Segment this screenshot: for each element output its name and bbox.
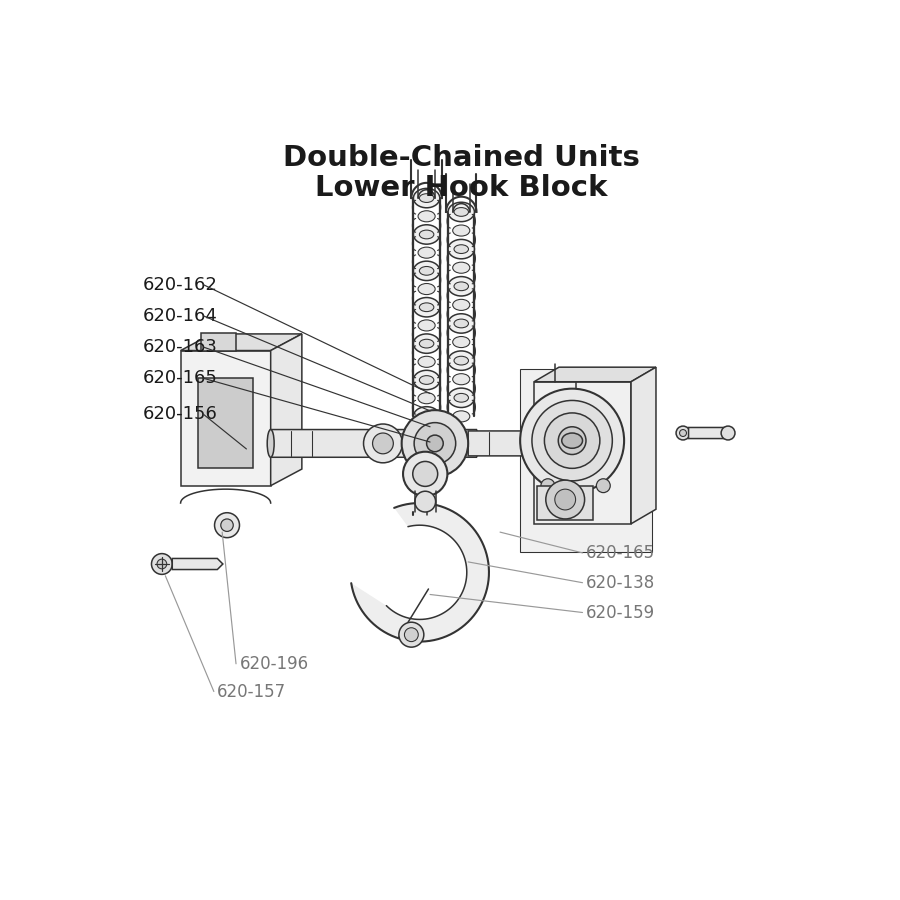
Ellipse shape bbox=[413, 225, 440, 244]
Text: 620-138: 620-138 bbox=[586, 573, 655, 591]
Polygon shape bbox=[468, 431, 543, 456]
Ellipse shape bbox=[453, 300, 470, 310]
Circle shape bbox=[544, 413, 599, 468]
Ellipse shape bbox=[536, 431, 542, 456]
Circle shape bbox=[597, 479, 610, 492]
Circle shape bbox=[403, 452, 447, 496]
Polygon shape bbox=[202, 333, 236, 351]
Circle shape bbox=[676, 426, 690, 440]
Circle shape bbox=[545, 480, 585, 519]
Ellipse shape bbox=[448, 388, 474, 408]
Ellipse shape bbox=[413, 298, 440, 317]
Ellipse shape bbox=[418, 211, 436, 221]
Polygon shape bbox=[181, 334, 302, 351]
Circle shape bbox=[532, 400, 612, 481]
Ellipse shape bbox=[418, 284, 436, 294]
Text: Double-Chained Units: Double-Chained Units bbox=[283, 144, 640, 172]
Polygon shape bbox=[271, 334, 302, 486]
Ellipse shape bbox=[413, 261, 440, 281]
Text: 620-157: 620-157 bbox=[217, 682, 286, 700]
Text: Lower Hook Block: Lower Hook Block bbox=[315, 174, 608, 202]
Circle shape bbox=[214, 513, 239, 537]
Circle shape bbox=[415, 491, 436, 512]
Text: 620-156: 620-156 bbox=[142, 405, 217, 423]
Text: 620-163: 620-163 bbox=[142, 338, 217, 356]
Ellipse shape bbox=[418, 248, 436, 258]
Ellipse shape bbox=[418, 320, 436, 331]
Circle shape bbox=[364, 424, 402, 463]
Polygon shape bbox=[534, 367, 656, 382]
Circle shape bbox=[554, 490, 576, 510]
Text: 620-164: 620-164 bbox=[142, 307, 217, 325]
Circle shape bbox=[520, 389, 624, 492]
Ellipse shape bbox=[418, 356, 436, 367]
Polygon shape bbox=[520, 369, 652, 552]
Ellipse shape bbox=[453, 225, 470, 236]
Bar bbox=[198, 378, 254, 468]
Circle shape bbox=[721, 426, 735, 440]
Circle shape bbox=[404, 628, 419, 642]
Ellipse shape bbox=[454, 320, 469, 328]
Ellipse shape bbox=[419, 375, 434, 384]
Circle shape bbox=[157, 559, 166, 569]
Ellipse shape bbox=[454, 245, 469, 254]
Polygon shape bbox=[172, 558, 223, 570]
Ellipse shape bbox=[448, 276, 474, 296]
Text: 620-165: 620-165 bbox=[586, 544, 655, 562]
Ellipse shape bbox=[453, 262, 470, 274]
Circle shape bbox=[413, 462, 437, 486]
Ellipse shape bbox=[448, 351, 474, 370]
Polygon shape bbox=[631, 367, 656, 524]
Ellipse shape bbox=[413, 334, 440, 354]
Circle shape bbox=[373, 433, 393, 454]
Circle shape bbox=[220, 519, 233, 531]
Ellipse shape bbox=[453, 337, 470, 347]
Circle shape bbox=[427, 435, 443, 452]
Circle shape bbox=[680, 429, 687, 436]
Text: 620-159: 620-159 bbox=[586, 604, 655, 622]
Circle shape bbox=[541, 479, 554, 492]
Circle shape bbox=[414, 423, 455, 464]
Ellipse shape bbox=[413, 407, 440, 426]
Ellipse shape bbox=[419, 339, 434, 348]
Ellipse shape bbox=[454, 282, 469, 291]
Text: 620-162: 620-162 bbox=[142, 275, 217, 293]
Bar bbox=[537, 486, 593, 520]
Circle shape bbox=[399, 622, 424, 647]
Ellipse shape bbox=[267, 429, 274, 457]
Ellipse shape bbox=[419, 230, 434, 238]
Text: 620-165: 620-165 bbox=[142, 369, 217, 387]
Ellipse shape bbox=[413, 370, 440, 390]
Ellipse shape bbox=[418, 392, 436, 404]
Polygon shape bbox=[271, 429, 482, 457]
Circle shape bbox=[151, 554, 172, 574]
Circle shape bbox=[558, 427, 586, 454]
Ellipse shape bbox=[562, 433, 582, 448]
Polygon shape bbox=[688, 428, 728, 438]
Circle shape bbox=[401, 410, 468, 477]
Text: 620-196: 620-196 bbox=[239, 655, 309, 673]
Ellipse shape bbox=[419, 194, 434, 202]
Ellipse shape bbox=[454, 208, 469, 216]
Ellipse shape bbox=[453, 410, 470, 422]
Ellipse shape bbox=[448, 314, 474, 333]
Ellipse shape bbox=[413, 188, 440, 208]
Ellipse shape bbox=[448, 239, 474, 259]
Polygon shape bbox=[351, 503, 489, 642]
Ellipse shape bbox=[453, 374, 470, 385]
Bar bbox=[534, 382, 631, 524]
Ellipse shape bbox=[419, 266, 434, 275]
Ellipse shape bbox=[454, 356, 469, 365]
Ellipse shape bbox=[454, 393, 469, 402]
Ellipse shape bbox=[448, 202, 474, 221]
Ellipse shape bbox=[419, 303, 434, 311]
Ellipse shape bbox=[419, 412, 434, 421]
Polygon shape bbox=[181, 351, 271, 486]
